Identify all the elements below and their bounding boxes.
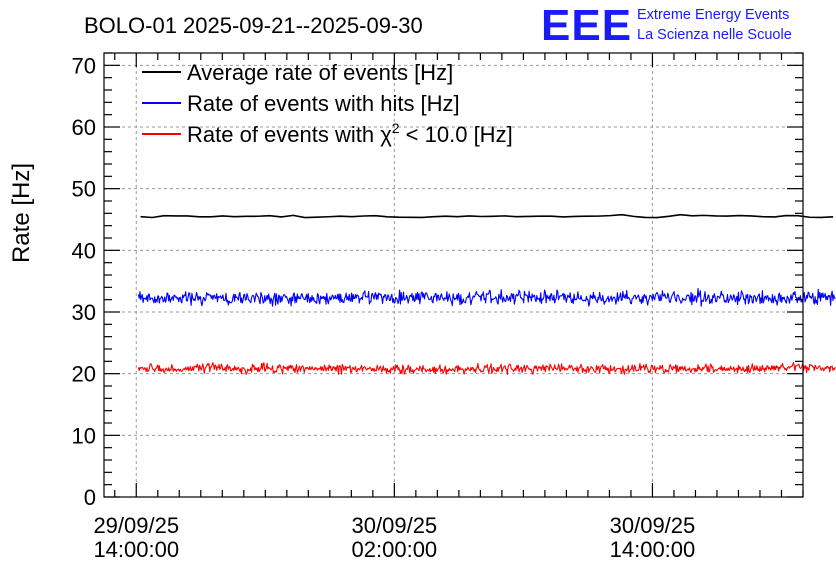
- eee-logo-line2: La Scienza nelle Scuole: [637, 27, 792, 43]
- plot-frame: [103, 52, 804, 498]
- eee-logo-line1: Extreme Energy Events: [637, 7, 789, 23]
- eee-logo: EEE Extreme Energy Events La Scienza nel…: [541, 1, 792, 50]
- series-line-2: [137, 362, 836, 375]
- legend-label-chi2: Rate of events with χ2 < 10.0 [Hz]: [187, 120, 513, 147]
- x-tick-labels: 29/09/2514:00:0030/09/2502:00:0030/09/25…: [93, 513, 695, 562]
- plot-border: [103, 52, 804, 498]
- x-tick-label-date: 29/09/25: [93, 513, 179, 538]
- y-tick-label: 50: [72, 177, 96, 202]
- grid-lines: [104, 53, 803, 497]
- legend-label-avg: Average rate of events [Hz]: [187, 60, 453, 85]
- y-tick-label: 10: [72, 423, 96, 448]
- y-tick-label: 30: [72, 300, 96, 325]
- y-tick-labels: 0 10 20 30 40 50 60 70: [72, 53, 96, 510]
- y-tick-label: 70: [72, 53, 96, 78]
- series-line-0: [140, 213, 834, 219]
- legend-label-hits: Rate of events with hits [Hz]: [187, 91, 460, 116]
- y-tick-label: 0: [84, 485, 96, 510]
- chart-title: BOLO-01 2025-09-21--2025-09-30: [84, 13, 423, 38]
- x-tick-label-date: 30/09/25: [610, 513, 696, 538]
- legend: Average rate of events [Hz] Rate of even…: [142, 60, 513, 147]
- y-tick-label: 60: [72, 115, 96, 140]
- series-line-1: [137, 287, 836, 307]
- y-tick-label: 40: [72, 238, 96, 263]
- series-layer: [137, 213, 836, 375]
- x-tick-label-time: 14:00:00: [93, 537, 179, 562]
- x-tick-label-date: 30/09/25: [352, 513, 438, 538]
- y-tick-label: 20: [72, 362, 96, 387]
- x-tick-label-time: 14:00:00: [610, 537, 696, 562]
- eee-logo-mark: EEE: [541, 1, 632, 50]
- x-tick-label-time: 02:00:00: [352, 537, 438, 562]
- y-axis-label: Rate [Hz]: [8, 163, 35, 263]
